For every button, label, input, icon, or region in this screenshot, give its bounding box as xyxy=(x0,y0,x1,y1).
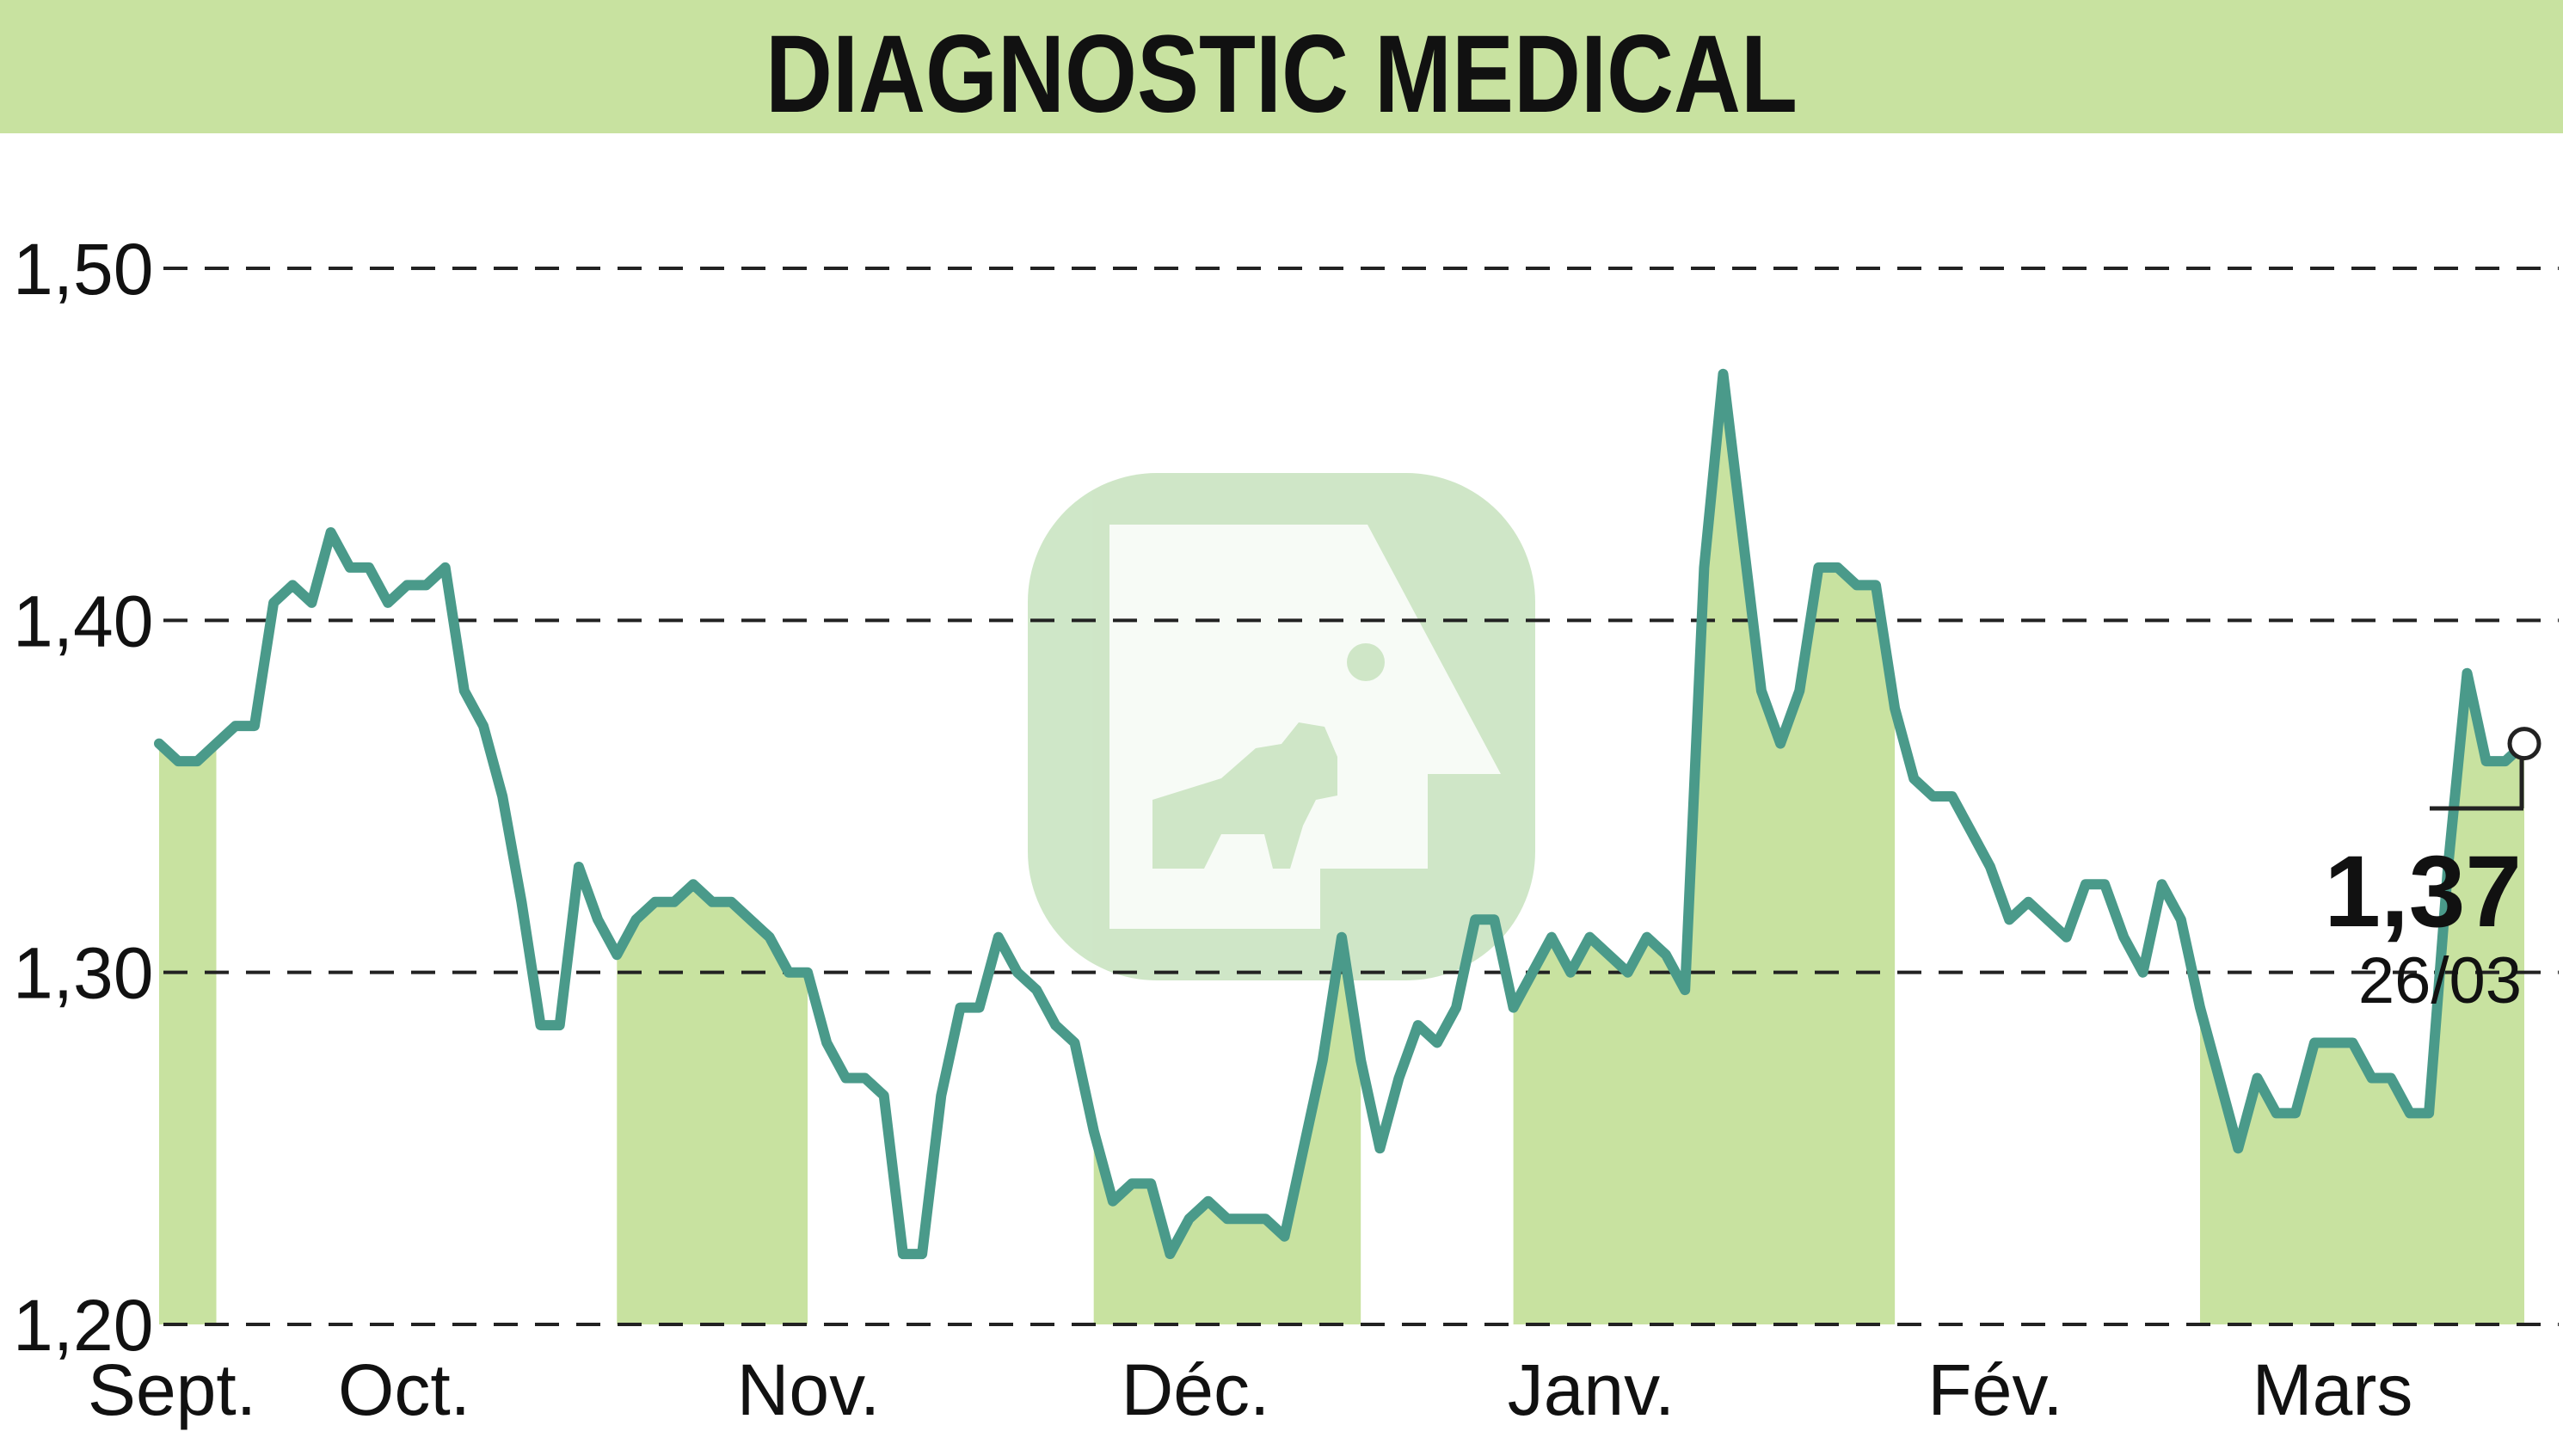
y-tick-label: 1,40 xyxy=(13,581,154,661)
price-line xyxy=(154,368,2529,1260)
x-tick-label: Janv. xyxy=(1508,1349,1675,1430)
x-tick-label: Oct. xyxy=(338,1349,470,1430)
last-date-label: 26/03 xyxy=(2358,944,2522,1017)
y-tick-label: 1,50 xyxy=(13,229,154,310)
x-tick-label: Fév. xyxy=(1927,1349,2062,1430)
area-fill-band-0 xyxy=(159,743,217,1324)
last-point-marker xyxy=(2507,727,2541,761)
area-fill-band-3 xyxy=(1513,373,1896,1324)
x-tick-label: Déc. xyxy=(1122,1349,1270,1430)
x-tick-label: Nov. xyxy=(737,1349,880,1430)
area-fill-band-2 xyxy=(1093,937,1361,1324)
watermark-logo xyxy=(1028,473,1535,980)
y-tick-labels: 1,20 1,30 1,40 1,50 xyxy=(13,229,154,1366)
area-fill xyxy=(159,373,2524,1324)
x-tick-label: Sept. xyxy=(88,1349,256,1430)
x-tick-label: Mars xyxy=(2253,1349,2413,1430)
x-tick-labels: Sept. Oct. Nov. Déc. Janv. Fév. Mars xyxy=(88,1349,2412,1430)
area-fill-band-4 xyxy=(2199,673,2524,1324)
y-tick-label: 1,30 xyxy=(13,933,154,1014)
last-value-label: 1,37 xyxy=(2324,835,2522,949)
y-tick-label: 1,20 xyxy=(13,1285,154,1366)
title-bar xyxy=(0,0,2563,133)
chart-title: DIAGNOSTIC MEDICAL xyxy=(765,13,1798,136)
gridlines xyxy=(163,267,2559,1326)
area-fill-band-1 xyxy=(617,884,808,1324)
